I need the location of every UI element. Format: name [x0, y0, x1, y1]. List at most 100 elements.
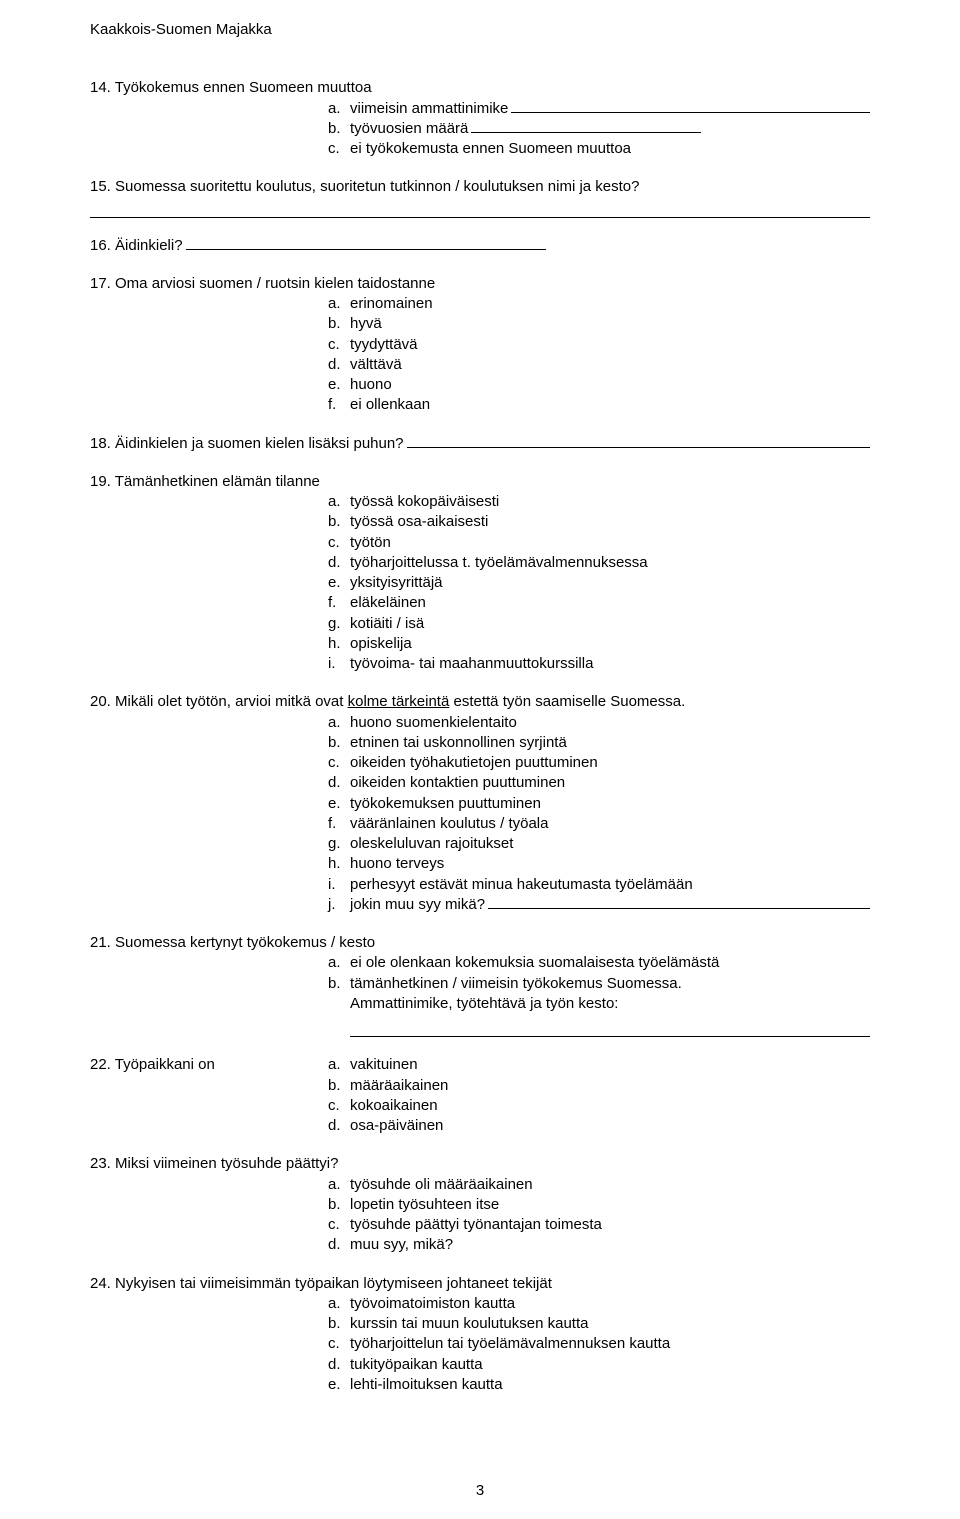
opt-text: muu syy, mikä?: [350, 1235, 453, 1255]
opt-text: kurssin tai muun koulutuksen kautta: [350, 1314, 588, 1334]
opt-text: määräaikainen: [350, 1076, 448, 1096]
q14-title: 14. Työkokemus ennen Suomeen muuttoa: [90, 78, 870, 98]
question-20: 20. Mikäli olet työtön, arvioi mitkä ova…: [90, 692, 870, 915]
opt-text: tyydyttävä: [350, 335, 418, 355]
q23-title: 23. Miksi viimeinen työsuhde päättyi?: [90, 1154, 870, 1174]
q19-opt-e: e.yksityisyrittäjä: [328, 573, 870, 593]
opt-letter: g.: [328, 614, 350, 634]
q17-opt-f: f.ei ollenkaan: [328, 395, 870, 415]
question-22: 22. Työpaikkani on a.vakituinen b.määräa…: [90, 1055, 870, 1136]
opt-text: työvoimatoimiston kautta: [350, 1294, 515, 1314]
opt-letter: e.: [328, 375, 350, 395]
opt-letter: h.: [328, 854, 350, 874]
q22-opt-a: a.vakituinen: [328, 1055, 870, 1075]
opt-letter: a.: [328, 953, 350, 973]
opt-text: työkokemuksen puuttuminen: [350, 794, 541, 814]
page: Kaakkois-Suomen Majakka 14. Työkokemus e…: [0, 0, 960, 1519]
q22-opt-d: d.osa-päiväinen: [328, 1116, 870, 1136]
q20-opt-f: f.vääränlainen koulutus / työala: [328, 814, 870, 834]
question-23: 23. Miksi viimeinen työsuhde päättyi? a.…: [90, 1154, 870, 1255]
q21-title: 21. Suomessa kertynyt työkokemus / kesto: [90, 933, 870, 953]
question-15: 15. Suomessa suoritettu koulutus, suorit…: [90, 177, 870, 217]
blank-line[interactable]: [407, 447, 870, 448]
opt-text: etninen tai uskonnollinen syrjintä: [350, 733, 567, 753]
q19-opt-c: c.työtön: [328, 533, 870, 553]
question-18: 18. Äidinkielen ja suomen kielen lisäksi…: [90, 434, 870, 454]
opt-text: huono: [350, 375, 392, 395]
q20-title-pre: 20. Mikäli olet työtön, arvioi mitkä ova…: [90, 693, 348, 710]
opt-text: vääränlainen koulutus / työala: [350, 814, 548, 834]
blank-line[interactable]: [511, 112, 870, 113]
q19-opt-h: h.opiskelija: [328, 634, 870, 654]
opt-text: eläkeläinen: [350, 593, 426, 613]
q16-title: 16. Äidinkieli?: [90, 236, 183, 256]
opt-text: ei ollenkaan: [350, 395, 430, 415]
opt-letter: c.: [328, 533, 350, 553]
opt-text: huono suomenkielentaito: [350, 713, 517, 733]
q24-opt-a: a. työvoimatoimiston kautta: [328, 1294, 870, 1314]
opt-letter: a.: [328, 1294, 350, 1314]
q17-opt-b: b.hyvä: [328, 314, 870, 334]
q20-opt-b: b.etninen tai uskonnollinen syrjintä: [328, 733, 870, 753]
q21-opt-b-sub: Ammattinimike, työtehtävä ja työn kesto:: [328, 994, 870, 1014]
q20-opt-g: g.oleskeluluvan rajoitukset: [328, 834, 870, 854]
opt-letter: c.: [328, 753, 350, 773]
q18-title: 18. Äidinkielen ja suomen kielen lisäksi…: [90, 434, 404, 454]
q20-title-underline: kolme tärkeintä: [348, 693, 450, 710]
blank-line[interactable]: [90, 202, 870, 218]
q20-opt-i: i.perhesyyt estävät minua hakeutumasta t…: [328, 875, 870, 895]
opt-text: yksityisyrittäjä: [350, 573, 443, 593]
opt-letter: a.: [328, 99, 350, 119]
q20-opt-h: h.huono terveys: [328, 854, 870, 874]
opt-text: Ammattinimike, työtehtävä ja työn kesto:: [350, 994, 618, 1014]
opt-letter: j.: [328, 895, 350, 915]
q23-opt-a: a. työsuhde oli määräaikainen: [328, 1175, 870, 1195]
opt-letter: c.: [328, 1096, 350, 1116]
opt-text: työtön: [350, 533, 391, 553]
blank-line[interactable]: [186, 249, 546, 250]
blank-line[interactable]: [471, 132, 701, 133]
q22-opt-b: b.määräaikainen: [328, 1076, 870, 1096]
q20-title-post: estettä työn saamiselle Suomessa.: [449, 693, 685, 710]
q24-opt-e: e.lehti-ilmoituksen kautta: [328, 1375, 870, 1395]
blank-line[interactable]: [488, 908, 870, 909]
opt-text: jokin muu syy mikä?: [350, 895, 485, 915]
opt-letter: d.: [328, 355, 350, 375]
q14-opt-c: c. ei työkokemusta ennen Suomeen muuttoa: [328, 139, 870, 159]
opt-letter: h.: [328, 634, 350, 654]
opt-letter: b.: [328, 119, 350, 139]
blank-line[interactable]: [350, 1016, 870, 1037]
opt-text: vakituinen: [350, 1055, 418, 1075]
opt-text: työssä kokopäiväisesti: [350, 492, 499, 512]
opt-text: perhesyyt estävät minua hakeutumasta työ…: [350, 875, 693, 895]
q17-opt-e: e.huono: [328, 375, 870, 395]
opt-letter: b.: [328, 314, 350, 334]
opt-text: ei ole olenkaan kokemuksia suomalaisesta…: [350, 953, 719, 973]
q22-title: 22. Työpaikkani on: [90, 1055, 328, 1075]
q19-opt-i: i.työvoima- tai maahanmuuttokurssilla: [328, 654, 870, 674]
q17-title: 17. Oma arviosi suomen / ruotsin kielen …: [90, 274, 870, 294]
q14-opt-b: b. työvuosien määrä: [328, 119, 870, 139]
q21-opt-a: a.ei ole olenkaan kokemuksia suomalaises…: [328, 953, 870, 973]
q24-title: 24. Nykyisen tai viimeisimmän työpaikan …: [90, 1274, 870, 1294]
opt-letter: e.: [328, 794, 350, 814]
opt-text: erinomainen: [350, 294, 433, 314]
opt-letter: f.: [328, 395, 350, 415]
opt-letter: e.: [328, 573, 350, 593]
opt-letter: b.: [328, 974, 350, 994]
opt-text: kotiäiti / isä: [350, 614, 424, 634]
q20-opt-e: e.työkokemuksen puuttuminen: [328, 794, 870, 814]
opt-text: työharjoittelun tai työelämävalmennuksen…: [350, 1334, 670, 1354]
opt-letter: d.: [328, 1116, 350, 1136]
question-21: 21. Suomessa kertynyt työkokemus / kesto…: [90, 933, 870, 1037]
q20-opt-c: c.oikeiden työhakutietojen puuttuminen: [328, 753, 870, 773]
q19-opt-g: g.kotiäiti / isä: [328, 614, 870, 634]
question-16: 16. Äidinkieli?: [90, 236, 870, 256]
opt-text: opiskelija: [350, 634, 412, 654]
question-19: 19. Tämänhetkinen elämän tilanne a.työss…: [90, 472, 870, 675]
page-number: 3: [0, 1481, 960, 1501]
opt-letter: b.: [328, 1076, 350, 1096]
q21-opt-b: b.tämänhetkinen / viimeisin työkokemus S…: [328, 974, 870, 994]
opt-letter: b.: [328, 512, 350, 532]
opt-letter: c.: [328, 1215, 350, 1235]
